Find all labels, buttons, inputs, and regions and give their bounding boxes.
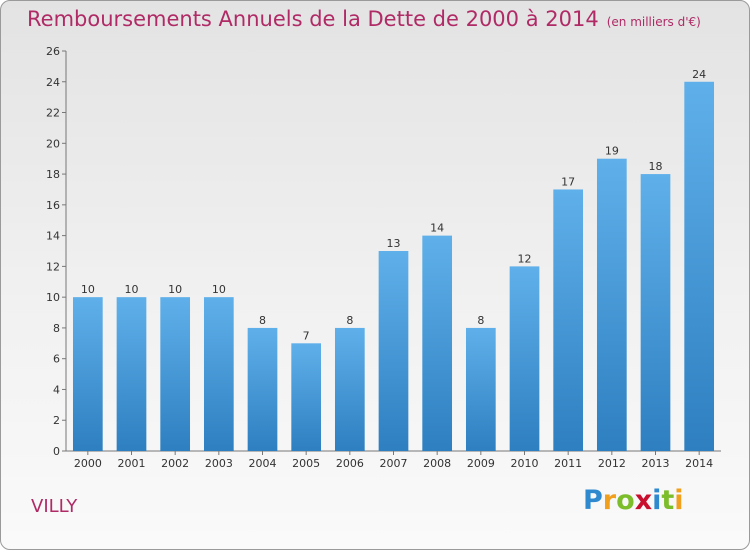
bar bbox=[640, 174, 671, 452]
logo-letter: x bbox=[634, 485, 653, 516]
x-tick-label: 2005 bbox=[292, 457, 320, 470]
bar-value-label: 18 bbox=[649, 160, 663, 173]
bar bbox=[203, 297, 234, 451]
x-tick-label: 2002 bbox=[161, 457, 189, 470]
logo-letter: i bbox=[674, 485, 684, 516]
chart-title: Remboursements Annuels de la Dette de 20… bbox=[27, 7, 701, 31]
bar-value-label: 8 bbox=[346, 314, 353, 327]
bar bbox=[553, 189, 584, 451]
bar bbox=[291, 343, 322, 451]
x-tick-label: 2006 bbox=[336, 457, 364, 470]
bar-value-label: 14 bbox=[430, 222, 444, 235]
x-tick-label: 2011 bbox=[554, 457, 582, 470]
bar-value-label: 17 bbox=[561, 175, 575, 188]
y-tick-label: 24 bbox=[46, 76, 60, 89]
y-tick-label: 6 bbox=[53, 353, 60, 366]
bar-value-label: 7 bbox=[303, 329, 310, 342]
proxiti-logo: Proxiti bbox=[583, 485, 684, 516]
y-tick-label: 0 bbox=[53, 445, 60, 458]
bar bbox=[684, 81, 715, 452]
chart-bars bbox=[72, 81, 715, 452]
x-tick-label: 2010 bbox=[511, 457, 539, 470]
bar bbox=[422, 235, 453, 451]
logo-letter: P bbox=[583, 485, 603, 516]
y-tick-label: 26 bbox=[46, 45, 60, 58]
bar bbox=[465, 327, 496, 451]
x-tick-label: 2008 bbox=[423, 457, 451, 470]
x-tick-label: 2014 bbox=[685, 457, 713, 470]
bar bbox=[72, 297, 103, 451]
bar-value-label: 8 bbox=[259, 314, 266, 327]
y-tick-label: 14 bbox=[46, 230, 60, 243]
bar-value-label: 13 bbox=[387, 237, 401, 250]
y-tick-label: 2 bbox=[53, 414, 60, 427]
bar-value-label: 12 bbox=[518, 252, 532, 265]
bar bbox=[160, 297, 191, 451]
logo-letter: t bbox=[661, 485, 675, 516]
bar bbox=[247, 327, 278, 451]
y-tick-label: 12 bbox=[46, 260, 60, 273]
chart-subtitle: (en milliers d'€) bbox=[606, 15, 701, 29]
x-tick-label: 2012 bbox=[598, 457, 626, 470]
logo-letter: o bbox=[616, 485, 635, 516]
y-tick-label: 18 bbox=[46, 168, 60, 181]
x-tick-label: 2009 bbox=[467, 457, 495, 470]
chart-value-labels: 10 10 10 10 8 7 8 13 14 8 12 17 19 18 24 bbox=[81, 68, 706, 343]
bar bbox=[116, 297, 147, 451]
x-tick-label: 2013 bbox=[642, 457, 670, 470]
bar bbox=[378, 251, 409, 451]
y-tick-label: 22 bbox=[46, 107, 60, 120]
bar-value-label: 10 bbox=[212, 283, 226, 296]
logo-letter: r bbox=[602, 485, 617, 516]
x-tick-label: 2004 bbox=[249, 457, 277, 470]
bar-value-label: 19 bbox=[605, 145, 619, 158]
chart-title-text: Remboursements Annuels de la Dette de 20… bbox=[27, 7, 599, 31]
y-tick-label: 4 bbox=[53, 383, 60, 396]
logo-letter: i bbox=[652, 485, 662, 516]
x-tick-label: 2003 bbox=[205, 457, 233, 470]
x-tick-label: 2007 bbox=[380, 457, 408, 470]
bar-value-label: 10 bbox=[168, 283, 182, 296]
y-tick-label: 10 bbox=[46, 291, 60, 304]
y-tick-label: 8 bbox=[53, 322, 60, 335]
place-name: VILLY bbox=[31, 496, 78, 517]
y-tick-label: 16 bbox=[46, 199, 60, 212]
bar-value-label: 24 bbox=[692, 68, 706, 81]
bar-value-label: 10 bbox=[81, 283, 95, 296]
x-tick-label: 2000 bbox=[74, 457, 102, 470]
bar-value-label: 8 bbox=[477, 314, 484, 327]
bar bbox=[334, 327, 365, 451]
x-tick-label: 2001 bbox=[118, 457, 146, 470]
bar-value-label: 10 bbox=[125, 283, 139, 296]
y-tick-label: 20 bbox=[46, 137, 60, 150]
bar bbox=[509, 266, 540, 451]
bar bbox=[596, 158, 627, 451]
